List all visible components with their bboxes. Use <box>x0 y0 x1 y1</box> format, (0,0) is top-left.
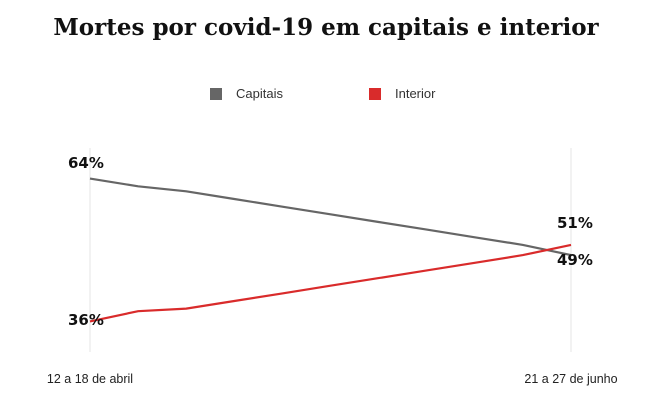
legend: Capitais Interior <box>0 86 652 106</box>
legend-label-capitais: Capitais <box>236 86 283 101</box>
legend-swatch-interior <box>369 87 381 100</box>
legend-item-interior: Interior <box>369 86 435 101</box>
x-tick-label-start: 12 a 18 de abril <box>47 372 133 386</box>
end-label-interior: 51% <box>557 214 593 232</box>
x-tick-label-end: 21 a 27 de junho <box>524 372 617 386</box>
end-label-capitais: 49% <box>557 251 593 269</box>
legend-label-interior: Interior <box>395 86 436 101</box>
chart-title: Mortes por covid-19 em capitais e interi… <box>53 14 599 41</box>
start-label-capitais: 64% <box>68 154 104 172</box>
legend-item-capitais: Capitais <box>210 86 283 101</box>
series-line-capitais <box>89 177 572 257</box>
series-line-interior <box>89 243 572 323</box>
start-label-interior: 36% <box>68 311 104 329</box>
legend-swatch-capitais <box>210 87 222 100</box>
